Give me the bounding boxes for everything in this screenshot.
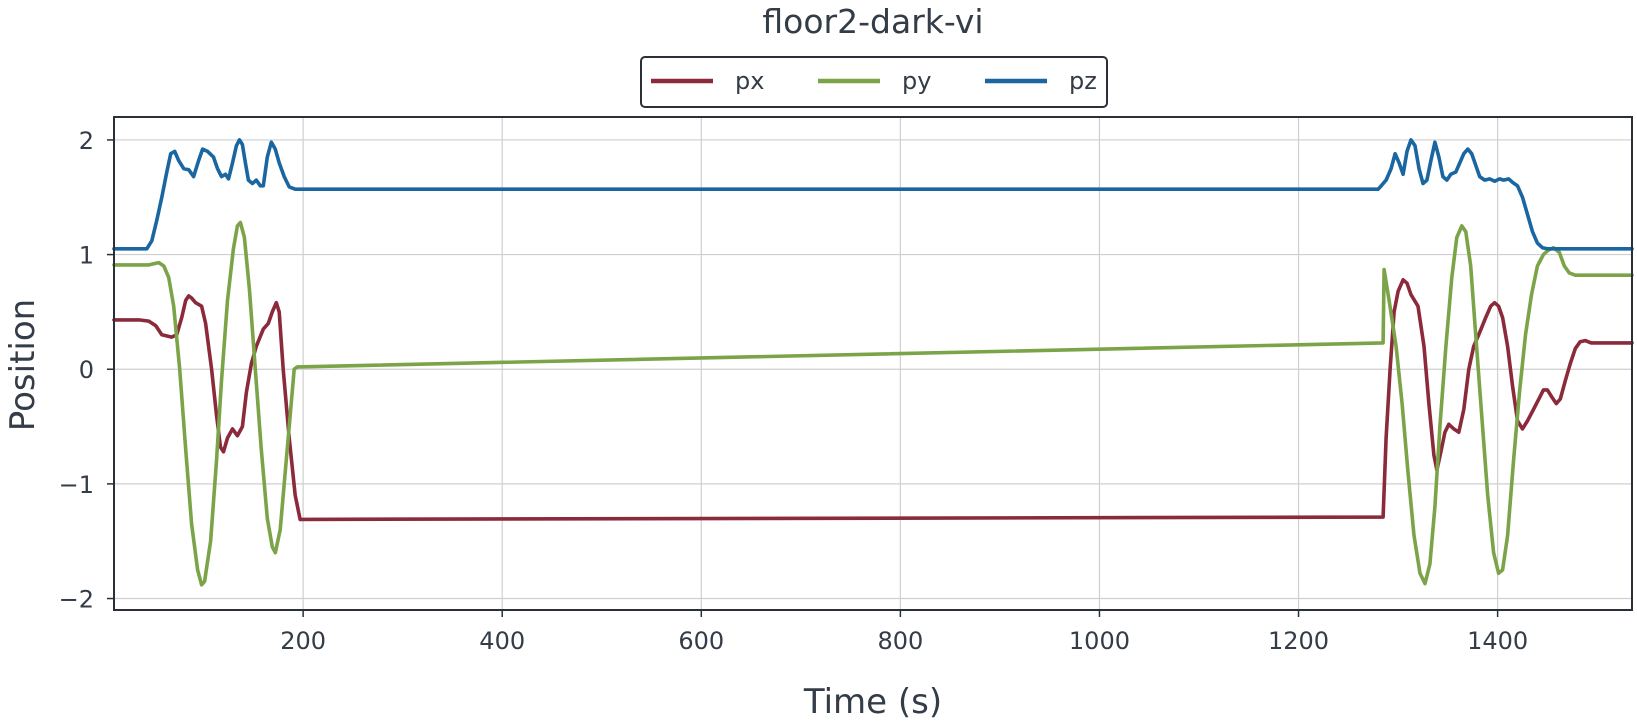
series-line-py (112, 220, 1634, 587)
legend-label-px: px (735, 67, 764, 95)
series-line-pz (112, 138, 1634, 251)
legend-label-py: py (902, 67, 931, 95)
y-tick-label: −1 (59, 471, 94, 499)
y-axis: 2 1 0 −1 −2 (59, 127, 114, 614)
x-axis: 200 400 600 800 1000 1200 1400 (280, 610, 1528, 655)
y-tick-label: 0 (79, 356, 94, 384)
legend: px py pz (640, 56, 1108, 108)
grid (114, 117, 1632, 610)
y-tick-label: 1 (79, 242, 94, 270)
x-axis-label: Time (s) (803, 682, 942, 722)
series-lines (112, 138, 1634, 587)
plot-frame (113, 116, 1633, 611)
x-tick-label: 1400 (1467, 627, 1528, 655)
x-tick-label: 800 (877, 627, 923, 655)
legend-label-pz: pz (1069, 67, 1097, 95)
x-tick-label: 200 (280, 627, 326, 655)
y-tick-label: −2 (59, 586, 94, 614)
y-tick-label: 2 (79, 127, 94, 155)
x-tick-label: 600 (678, 627, 724, 655)
series-line-px (112, 278, 1634, 522)
x-tick-label: 400 (479, 627, 525, 655)
x-tick-label: 1200 (1268, 627, 1329, 655)
chart-title: floor2-dark-vi (762, 2, 983, 41)
x-tick-label: 1000 (1069, 627, 1130, 655)
y-axis-label: Position (3, 299, 43, 431)
